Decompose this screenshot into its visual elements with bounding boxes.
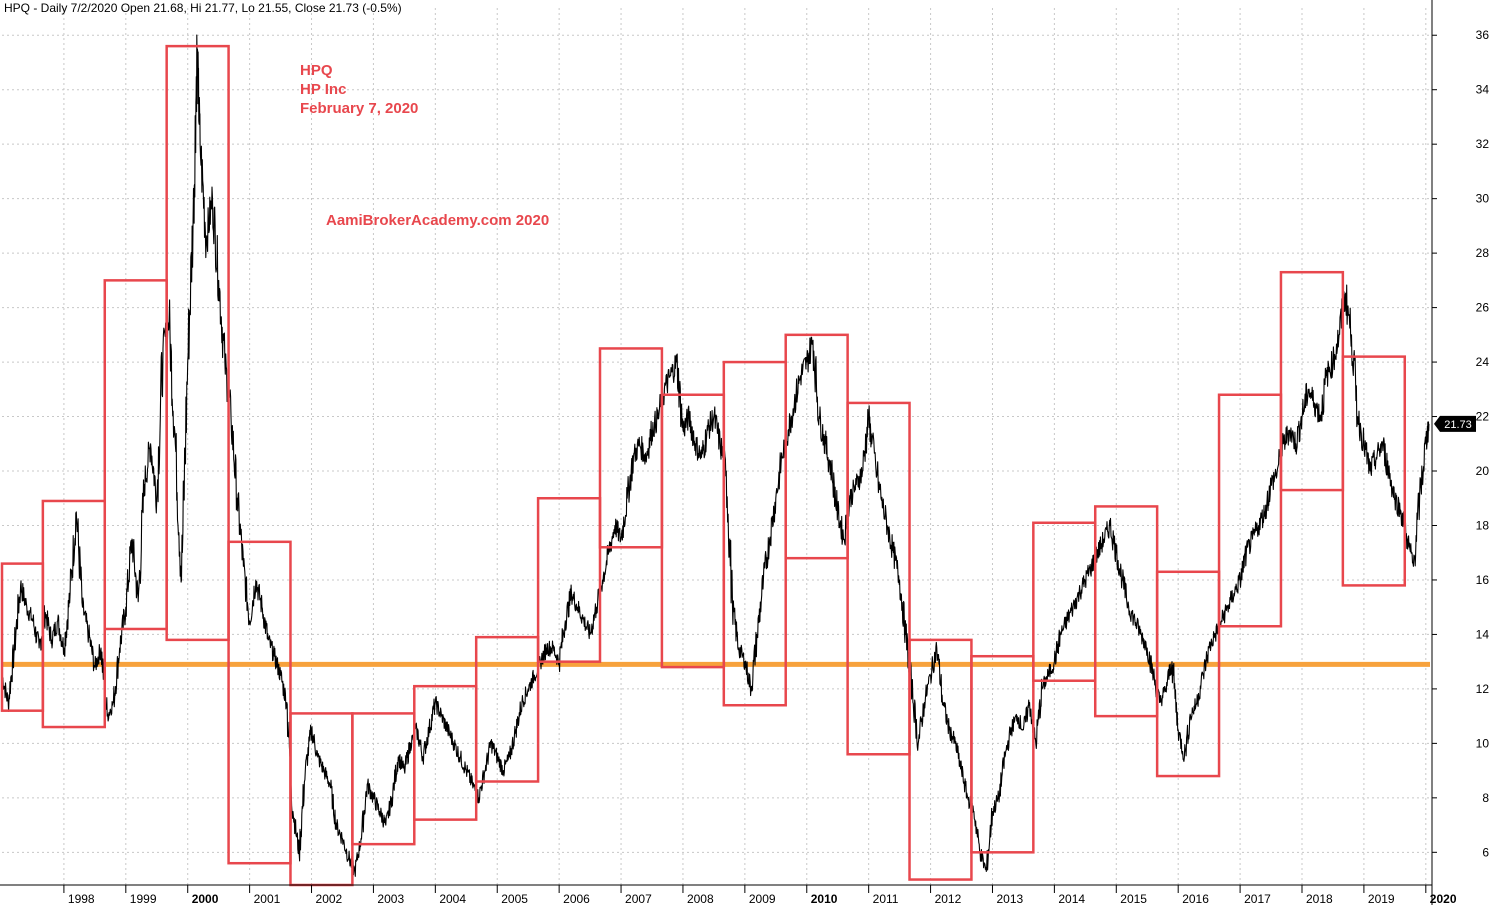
x-tick-label: 2011 xyxy=(873,892,899,906)
x-tick-label: 2016 xyxy=(1182,892,1209,906)
x-tick-label: 2013 xyxy=(996,892,1023,906)
y-tick-label: 28 xyxy=(1476,246,1490,260)
y-tick-label: 16 xyxy=(1476,573,1490,587)
range-box xyxy=(1032,521,1097,682)
range-box xyxy=(227,540,292,865)
range-box xyxy=(598,347,664,549)
range-box xyxy=(165,44,230,642)
price-series-hpq xyxy=(1,34,1430,877)
x-tick-label: 2018 xyxy=(1306,892,1333,906)
range-boxes xyxy=(0,44,1407,887)
ticker-label: HPQ xyxy=(300,62,333,79)
x-tick-label: 2019 xyxy=(1368,892,1395,906)
x-tick-label: 2005 xyxy=(501,892,528,906)
x-tick-label: 2014 xyxy=(1058,892,1085,906)
range-box xyxy=(1341,355,1407,587)
y-tick-label: 30 xyxy=(1476,192,1490,206)
range-box xyxy=(474,635,540,783)
range-box xyxy=(536,496,602,663)
price-series-layer xyxy=(1,34,1430,877)
y-tick-label: 10 xyxy=(1476,736,1490,750)
date-label: February 7, 2020 xyxy=(300,100,419,117)
y-tick-label: 14 xyxy=(1476,627,1490,641)
x-tick-label: 2006 xyxy=(563,892,590,906)
y-tick-label: 24 xyxy=(1476,355,1490,369)
x-tick-label: 2020 xyxy=(1430,892,1457,906)
y-tick-label: 8 xyxy=(1482,791,1489,805)
range-box xyxy=(908,638,973,881)
range-box xyxy=(1279,270,1345,492)
range-box xyxy=(846,401,911,756)
x-tick-label: 1998 xyxy=(68,892,95,906)
y-tick-label: 26 xyxy=(1476,301,1490,315)
x-tick-label: 2000 xyxy=(192,892,219,906)
x-tick-label: 2004 xyxy=(439,892,466,906)
y-tick-label: 34 xyxy=(1476,83,1490,97)
range-box xyxy=(1217,393,1283,628)
x-tick-label: 2010 xyxy=(811,892,838,906)
x-tick-label: 2003 xyxy=(377,892,404,906)
chart-header: HPQ - Daily 7/2/2020 Open 21.68, Hi 21.7… xyxy=(4,1,402,15)
company-label: HP Inc xyxy=(300,81,347,98)
range-box xyxy=(970,654,1035,854)
range-box xyxy=(1155,570,1221,778)
x-tick-label: 2007 xyxy=(625,892,652,906)
x-tick-label: 2002 xyxy=(316,892,343,906)
y-tick-label: 22 xyxy=(1476,410,1490,424)
y-tick-label: 20 xyxy=(1476,464,1490,478)
range-box xyxy=(41,499,107,729)
x-tick-label: 1999 xyxy=(130,892,157,906)
y-tick-label: 36 xyxy=(1476,28,1490,42)
grid-lines xyxy=(2,8,1432,885)
y-tick-label: 32 xyxy=(1476,137,1490,151)
last-price-badge xyxy=(1434,415,1476,432)
x-tick-label: 2012 xyxy=(935,892,962,906)
y-tick-label: 12 xyxy=(1476,682,1490,696)
x-tick-label: 2001 xyxy=(254,892,281,906)
x-tick-label: 2017 xyxy=(1244,892,1271,906)
y-tick-label: 18 xyxy=(1476,518,1490,532)
x-tick-label: 2008 xyxy=(687,892,714,906)
last-price-label: 21.73 xyxy=(1444,419,1472,431)
y-tick-label: 6 xyxy=(1482,845,1489,859)
watermark-label: AamiBrokerAcademy.com 2020 xyxy=(326,212,550,229)
x-tick-label: 2009 xyxy=(749,892,776,906)
x-tick-label: 2015 xyxy=(1120,892,1147,906)
